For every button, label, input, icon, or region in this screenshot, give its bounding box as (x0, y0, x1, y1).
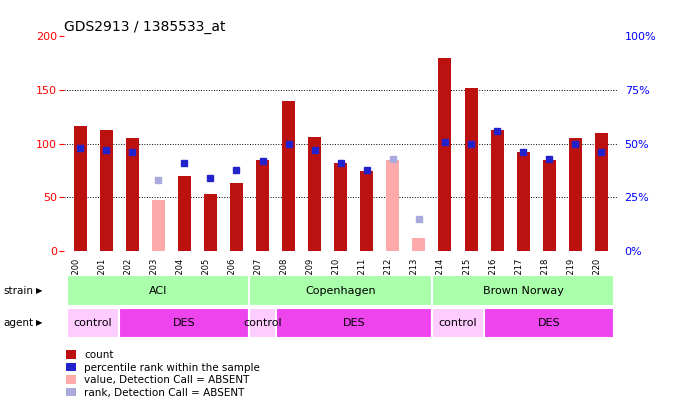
Bar (308, 137, 321, 251)
Text: Copenhagen: Copenhagen (305, 286, 376, 296)
Bar (204, 194, 217, 251)
Bar (125, 139, 139, 251)
Text: ▶: ▶ (36, 286, 43, 295)
Bar (517, 152, 530, 251)
Text: DES: DES (538, 318, 561, 328)
Bar (275, 308, 432, 338)
Text: ACI: ACI (149, 286, 167, 296)
Text: strain: strain (3, 286, 33, 296)
Bar (152, 200, 165, 251)
Bar (282, 101, 295, 251)
Text: ▶: ▶ (36, 318, 43, 328)
Bar (542, 160, 556, 251)
Legend: count, percentile rank within the sample, value, Detection Call = ABSENT, rank, : count, percentile rank within the sample… (66, 350, 260, 398)
Text: GDS2913 / 1385533_at: GDS2913 / 1385533_at (64, 20, 226, 34)
Text: Brown Norway: Brown Norway (483, 286, 563, 296)
Text: control: control (243, 318, 282, 328)
Bar (464, 88, 477, 251)
Bar (73, 126, 87, 251)
Bar (595, 133, 608, 251)
Bar (439, 58, 452, 251)
Bar (386, 160, 399, 251)
Bar (360, 171, 374, 251)
Bar (67, 308, 119, 338)
Bar (230, 183, 243, 251)
Text: control: control (74, 318, 113, 328)
Bar (250, 308, 275, 338)
Text: DES: DES (342, 318, 365, 328)
Bar (119, 308, 250, 338)
Bar (432, 308, 484, 338)
Bar (491, 130, 504, 251)
Text: agent: agent (3, 318, 33, 328)
Bar (100, 130, 113, 251)
Bar (334, 163, 347, 251)
Bar (432, 275, 614, 306)
Bar (256, 160, 269, 251)
Bar (484, 308, 614, 338)
Text: DES: DES (173, 318, 196, 328)
Bar (67, 275, 250, 306)
Bar (412, 238, 425, 251)
Bar (250, 275, 432, 306)
Text: control: control (439, 318, 477, 328)
Bar (178, 176, 191, 251)
Bar (569, 139, 582, 251)
